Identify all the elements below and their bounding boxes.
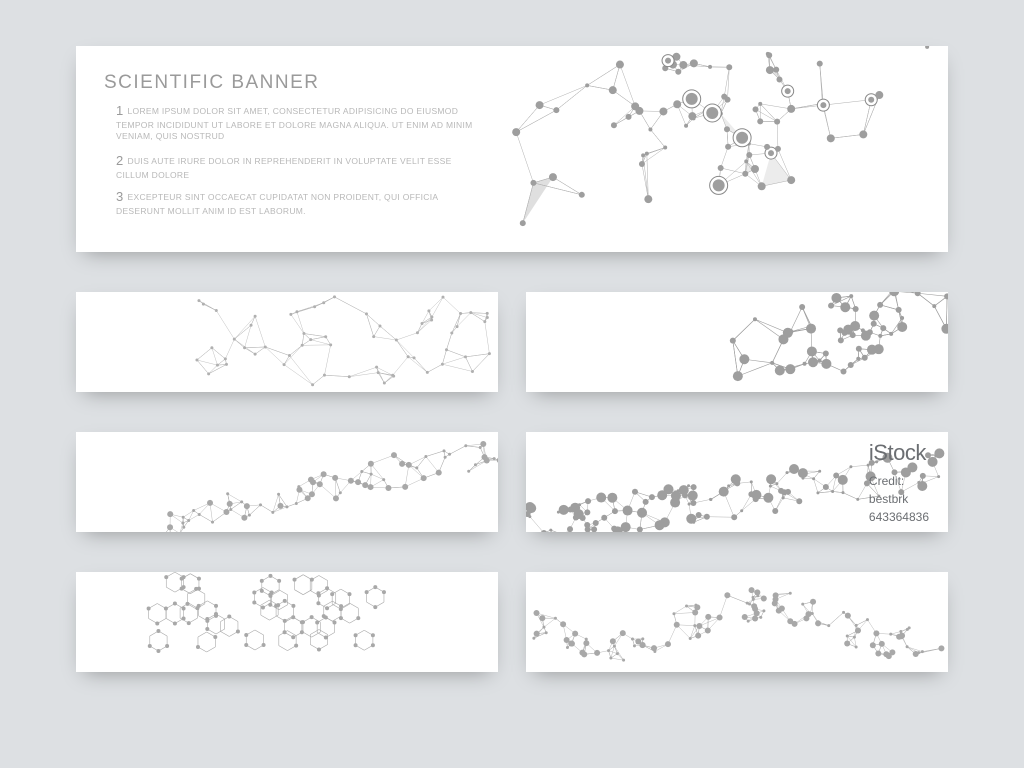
banner-paragraph-3: 3EXCEPTEUR SINT OCCAECAT CUPIDATAT NON P… [116,188,476,217]
paragraph-text: LOREM IPSUM DOLOR SIT AMET, CONSECTETUR … [116,106,473,141]
main-scientific-banner: SCIENTIFIC BANNER 1LOREM IPSUM DOLOR SIT… [76,46,948,252]
paragraph-number: 2 [116,153,124,168]
banner-title: SCIENTIFIC BANNER [104,72,320,94]
small-banner-2 [526,292,948,392]
small-banner-5 [76,572,498,672]
small-banner-3 [76,432,498,532]
small-banner-1 [76,292,498,392]
paragraph-number: 1 [116,103,124,118]
network-graphic [76,572,498,672]
small-banner-6 [526,572,948,672]
network-graphic [526,292,948,392]
paragraph-text: EXCEPTEUR SINT OCCAECAT CUPIDATAT NON PR… [116,192,438,216]
banner-paragraph-1: 1LOREM IPSUM DOLOR SIT AMET, CONSECTETUR… [116,102,476,142]
molecule-network-graphic [448,46,948,252]
paragraph-text: DUIS AUTE IRURE DOLOR IN REPREHENDERIT I… [116,156,452,180]
network-graphic [526,572,948,672]
banner-paragraph-2: 2DUIS AUTE IRURE DOLOR IN REPREHENDERIT … [116,152,476,181]
small-banner-4 [526,432,948,532]
network-graphic [76,432,498,532]
network-graphic [526,432,948,532]
network-graphic [76,292,498,392]
paragraph-number: 3 [116,189,124,204]
